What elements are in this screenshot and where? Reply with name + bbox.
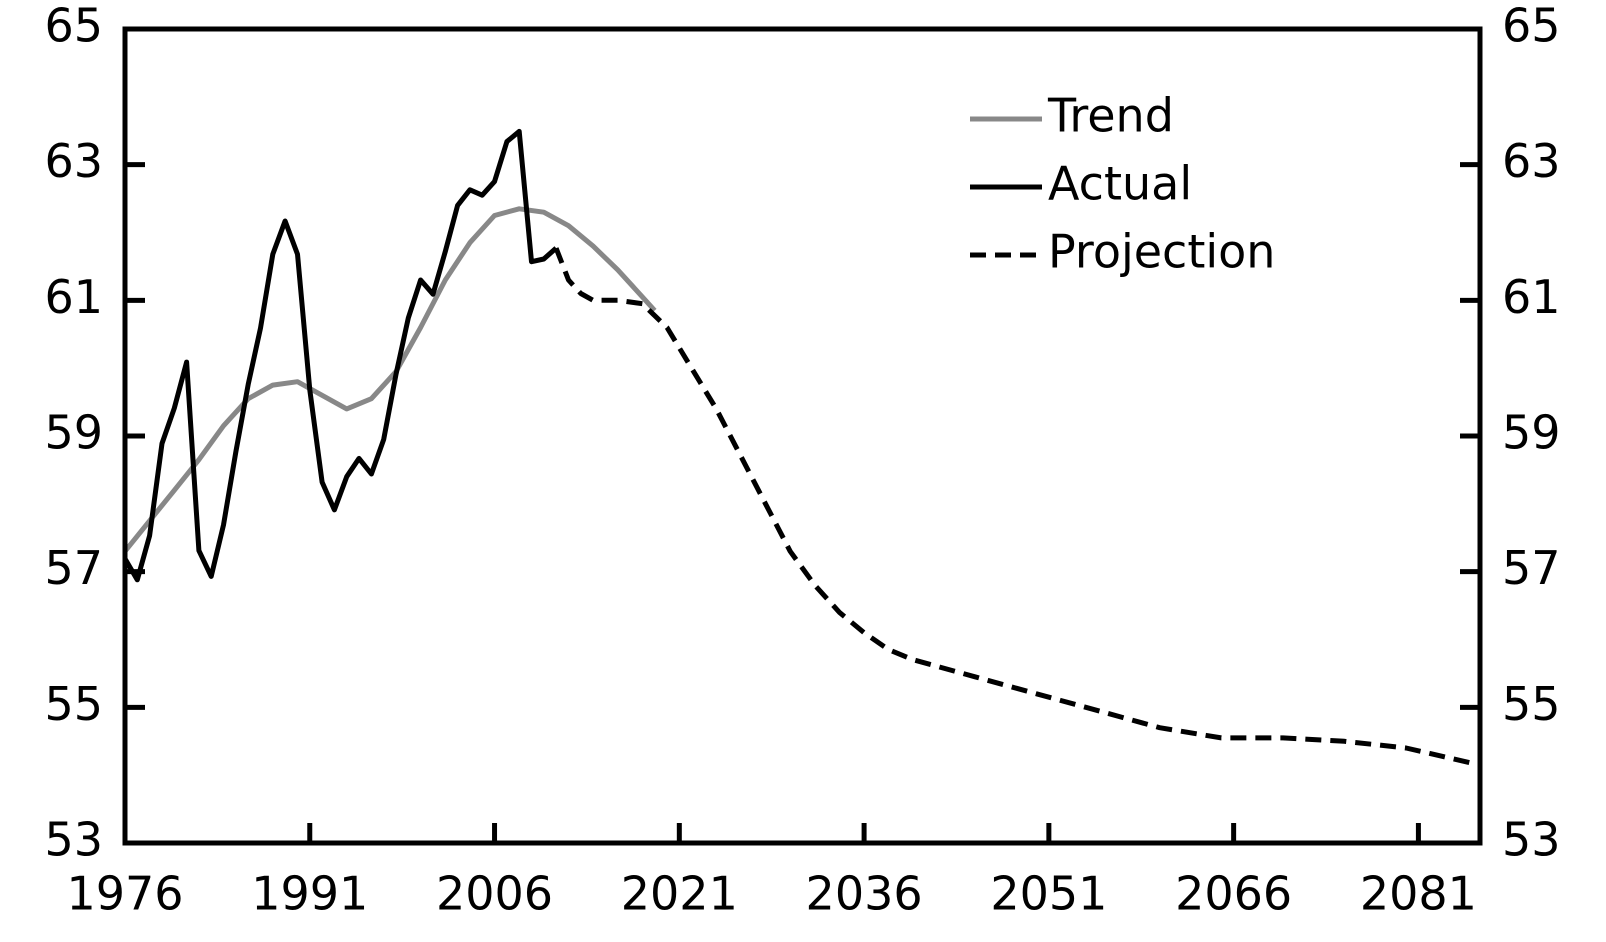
y-tick-label-right: 53 (1502, 813, 1561, 867)
y-tick-label-right: 61 (1502, 270, 1561, 324)
y-tick-label-right: 65 (1502, 0, 1561, 53)
y-tick-label: 53 (44, 813, 103, 867)
x-tick-label: 2051 (990, 867, 1107, 921)
y-tick-label: 57 (44, 541, 103, 595)
series-line (122, 128, 558, 583)
y-tick-label: 61 (44, 270, 103, 324)
legend-label: Trend (1047, 89, 1174, 143)
legend-label: Projection (1048, 225, 1275, 279)
series-line (123, 206, 657, 553)
x-tick-label: 1991 (251, 867, 368, 921)
y-tick-label: 63 (44, 134, 103, 188)
y-tick-label-right: 59 (1502, 406, 1561, 460)
y-tick-label-right: 63 (1502, 134, 1561, 188)
y-tick-label: 65 (44, 0, 103, 53)
y-tick-label-right: 55 (1502, 677, 1561, 731)
x-tick-label: 2081 (1360, 867, 1477, 921)
plot-frame (122, 26, 1483, 846)
x-tick-label: 1976 (66, 867, 183, 921)
y-tick-label: 59 (44, 406, 103, 460)
y-tick-label-right: 57 (1502, 541, 1561, 595)
x-tick-label: 2036 (806, 867, 923, 921)
series-line (553, 247, 1481, 768)
x-tick-label: 2021 (621, 867, 738, 921)
y-tick-label: 55 (44, 677, 103, 731)
x-tick-label: 2006 (436, 867, 553, 921)
legend-label: Actual (1048, 157, 1192, 211)
x-tick-label: 2066 (1175, 867, 1292, 921)
